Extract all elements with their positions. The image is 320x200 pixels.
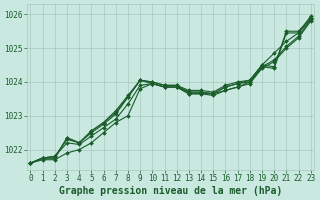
X-axis label: Graphe pression niveau de la mer (hPa): Graphe pression niveau de la mer (hPa)	[59, 186, 282, 196]
